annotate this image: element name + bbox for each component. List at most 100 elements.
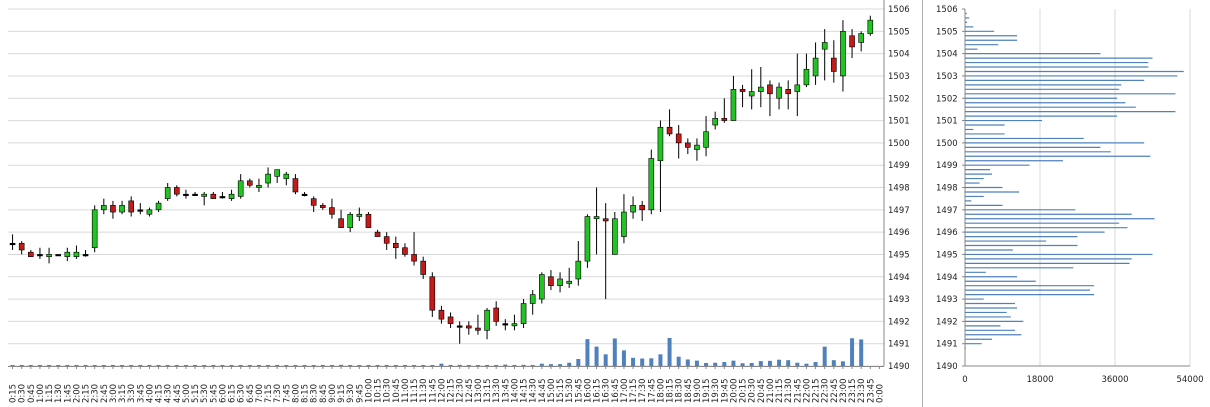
candle-body <box>484 309 490 331</box>
candle <box>310 196 317 213</box>
volume-bar <box>521 364 526 366</box>
volume-bar <box>850 338 855 366</box>
volume-bar <box>448 365 453 366</box>
time-tick-label: 22:30 <box>821 379 831 404</box>
volume-bar <box>83 365 88 366</box>
price-tick-label: 1494 <box>888 273 910 283</box>
volume-bar <box>110 365 115 366</box>
volume-bar <box>621 350 626 366</box>
candle <box>666 109 673 137</box>
profile-volume-label: 54000 <box>1176 375 1203 385</box>
candle-body <box>128 200 134 213</box>
candle <box>9 234 16 250</box>
candle <box>493 301 499 326</box>
volume-bar <box>348 365 353 366</box>
candle-body <box>73 251 80 257</box>
candle <box>748 69 755 110</box>
candle-body <box>101 205 107 211</box>
time-tick-label: 0:00 <box>875 384 885 403</box>
candle <box>55 254 61 257</box>
time-tick-label: 23:30 <box>857 379 867 404</box>
candle <box>867 15 874 36</box>
profile-volume-label: 18000 <box>1026 375 1053 385</box>
time-tick-label: 8:00 <box>291 384 301 403</box>
time-tick-label: 3:45 <box>136 384 146 403</box>
volume-bar <box>685 359 690 366</box>
profile-price-label: 1496 <box>936 228 958 238</box>
candle <box>785 80 791 110</box>
candle <box>484 307 490 340</box>
candle-body <box>402 247 408 255</box>
volume-bar <box>731 360 736 366</box>
candle-body <box>201 193 207 197</box>
candle-body <box>466 325 472 329</box>
candle <box>128 196 134 217</box>
candle <box>858 31 864 52</box>
time-tick-label: 3:30 <box>127 384 137 403</box>
candle-body <box>767 84 773 95</box>
price-tick-label: 1497 <box>888 206 910 216</box>
candle <box>420 256 426 279</box>
time-tick-label: 16:15 <box>593 379 603 404</box>
price-tick-label: 1496 <box>888 228 910 238</box>
candle <box>529 290 536 315</box>
time-tick-label: 21:45 <box>793 379 803 404</box>
time-tick-label: 0:30 <box>18 384 28 403</box>
time-tick-label: 13:45 <box>501 379 511 404</box>
time-tick-label: 4:15 <box>155 384 165 403</box>
candle-body <box>739 89 746 92</box>
candle-body <box>511 323 518 327</box>
candle-body <box>776 86 782 99</box>
profile-price-label: 1503 <box>936 72 958 82</box>
time-tick-label: 2:30 <box>91 384 101 403</box>
time-tick-label: 7:45 <box>282 384 292 403</box>
candle <box>821 29 828 81</box>
price-tick-label: 1502 <box>888 94 910 104</box>
candle <box>703 116 709 157</box>
candle-body <box>374 231 381 237</box>
candle-body <box>748 91 755 97</box>
profile-price-label: 1498 <box>936 184 958 194</box>
candle-body <box>155 202 162 211</box>
time-tick-label: 17:45 <box>647 379 657 404</box>
volume-bar <box>320 365 325 366</box>
profile-price-label: 1493 <box>936 295 958 305</box>
volume-bar <box>530 365 535 366</box>
time-tick-label: 20:15 <box>739 379 749 404</box>
candle-body <box>612 218 618 255</box>
profile-price-label: 1495 <box>936 250 958 260</box>
volume-bar <box>56 365 61 366</box>
candle-body <box>192 193 198 196</box>
volume-bar <box>758 361 763 366</box>
candle <box>648 149 655 215</box>
profile-price-label: 1491 <box>936 340 958 350</box>
volume-bar <box>193 365 198 366</box>
price-tick-label: 1503 <box>888 72 910 82</box>
profile-price-label: 1502 <box>936 94 958 104</box>
candle <box>794 53 801 117</box>
candle-body <box>557 278 563 286</box>
time-tick-label: 18:45 <box>684 379 694 404</box>
volume-bar <box>10 365 15 366</box>
candle-body <box>475 327 481 331</box>
price-tick-label: 1498 <box>888 184 910 194</box>
time-tick-label: 21:15 <box>775 379 785 404</box>
candle <box>201 191 207 206</box>
candle <box>374 229 381 237</box>
candle-body <box>867 19 874 34</box>
time-tick-label: 20:45 <box>757 379 767 404</box>
time-tick-label: 23:15 <box>848 379 858 404</box>
profile-price-label: 1492 <box>936 317 958 327</box>
volume-bar <box>859 339 864 366</box>
time-tick-label: 9:00 <box>328 384 338 403</box>
volume-bar <box>311 365 316 366</box>
time-tick-label: 15:30 <box>565 379 575 404</box>
time-tick-label: 17:15 <box>629 379 639 404</box>
time-tick-label: 9:30 <box>346 384 356 403</box>
time-tick-label: 13:30 <box>492 379 502 404</box>
candle <box>539 272 545 304</box>
volume-bar <box>813 362 818 366</box>
candle <box>393 236 399 259</box>
volume-bar <box>676 356 681 366</box>
candle <box>155 200 162 213</box>
